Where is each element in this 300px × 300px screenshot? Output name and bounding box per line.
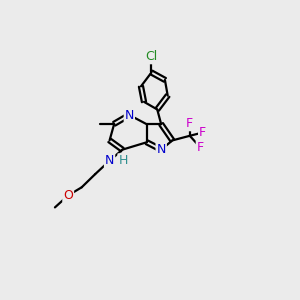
Text: F: F — [186, 117, 194, 130]
Text: N: N — [105, 154, 114, 167]
Text: Cl: Cl — [145, 50, 158, 63]
Text: O: O — [63, 189, 73, 202]
Text: H: H — [118, 154, 128, 167]
Text: N: N — [125, 109, 134, 122]
Text: F: F — [197, 141, 204, 154]
Text: F: F — [199, 126, 206, 139]
Text: N: N — [157, 143, 166, 156]
